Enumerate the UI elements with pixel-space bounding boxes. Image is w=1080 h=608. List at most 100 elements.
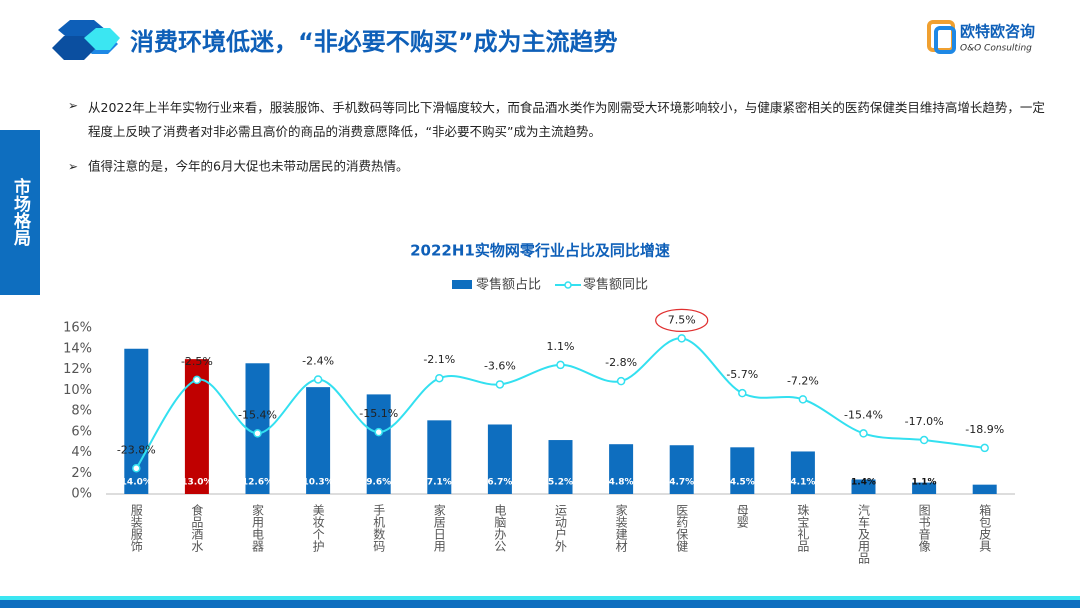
line-label: -5.7% [726,368,758,381]
bar [306,387,331,494]
y-tick-label: 8% [71,404,92,419]
chart-title: 2022H1实物网零行业占比及同比增速 [410,242,670,260]
bar-label: 7.1% [427,478,452,488]
x-tick-label: 母婴 [735,504,749,529]
bullet-marker: ➢ [68,160,78,174]
x-tick-label: 图书音像 [917,504,931,552]
bar-label: 9.6% [366,478,391,488]
bar-label: 6.7% [487,478,512,488]
y-tick-label: 4% [71,445,92,460]
line-marker [374,427,383,437]
line-marker [738,388,747,398]
logo-text: 欧特欧咨询 [960,23,1035,41]
line-marker [859,429,868,438]
x-tick-label: 家装建材 [614,503,628,552]
line-label: -2.8% [605,356,637,369]
slide-title: 消费环境低迷，“非必要不购买”成为主流趋势 [130,28,618,56]
bar [790,451,815,494]
line-label: -2.4% [302,354,334,367]
bar [669,445,694,494]
line-label: -15.4% [844,408,883,421]
bar [972,484,997,494]
x-tick-label: 医药保健 [675,504,689,552]
x-tick-label: 汽车及用品 [857,503,871,564]
x-tick-label: 家用电器 [251,503,265,553]
bar [487,424,512,494]
hexagon [84,28,120,50]
x-tick-label: 服装服饰 [129,504,143,552]
bar-label: 12.6% [242,478,273,488]
line-label: -18.9% [965,423,1004,436]
side-tab [0,130,40,295]
line-marker [192,375,202,385]
legend-label: 零售额占比 [476,277,541,293]
bar [366,394,391,494]
highlight-circle [655,308,709,332]
legend-swatch [564,281,572,289]
line-label: -2.5% [181,355,213,368]
bullet-text: 从2022年上半年实物行业来看，服装服饰、手机数码等同比下滑幅度较大，而食品酒水… [88,100,1045,139]
bar [912,482,937,494]
bullet-box: 从2022年上半年实物行业来看，服装服饰、手机数码等同比下滑幅度较大，而食品酒水… [88,100,1045,139]
x-tick-label: 手机数码 [372,504,386,552]
bar-label: 1.4% [851,478,876,488]
line-label: -3.6% [484,359,516,372]
bar-label: 4.1% [790,478,815,488]
bar-label: 10.3% [302,478,333,488]
line-marker [495,380,505,389]
x-tick-label: 珠宝礼品 [796,504,810,552]
y-tick-label: 10% [63,383,92,398]
line-marker [435,373,444,383]
y-tick-label: 2% [71,466,92,481]
line-label: -2.1% [423,353,455,366]
legend-swatch [452,280,472,289]
bar-label: 13.0% [181,478,212,488]
x-tick-label: 家居日用 [432,503,446,553]
bar-label: 4.7% [669,478,694,488]
line-marker [556,360,565,370]
x-tick-label: 食品酒水 [190,503,204,552]
x-tick-label: 运动户外 [554,504,568,552]
y-tick-label: 14% [63,341,92,356]
bullet-marker: ➢ [68,99,78,113]
line-label: 7.5% [668,313,696,326]
bar-label: 5.2% [548,478,573,488]
y-tick-label: 6% [71,424,92,439]
y-tick-label: 0% [71,487,92,502]
bar [427,420,452,494]
hexagon [52,36,96,60]
bar [730,447,755,494]
line-marker [677,334,686,343]
footer-stripe [0,596,1080,600]
bar [548,440,573,494]
logo-icon [934,26,956,54]
line-marker [798,395,808,404]
line-marker [132,464,141,473]
line-label: -15.4% [238,408,277,421]
line-label: -7.2% [787,374,819,387]
y-tick-label: 12% [63,362,92,377]
footer-stripe [0,600,1080,608]
line-label: -15.1% [359,407,398,420]
line-marker [616,376,626,386]
bar [851,479,876,494]
bar-label: 4.8% [609,478,634,488]
line-label: -17.0% [905,415,944,428]
line-marker [253,429,262,438]
y-tick-label: 16% [63,321,92,336]
legend-label: 零售额同比 [583,277,648,293]
x-tick-label: 电脑办公 [493,504,507,552]
bar-label: 14.0% [121,478,152,488]
bar [609,444,634,494]
x-tick-label: 箱包皮具 [978,503,992,552]
line-label: 1.1% [547,340,575,353]
bar-label: 4.5% [730,478,755,488]
line-label: -23.8% [117,443,156,456]
bar-label: 1.1% [912,478,937,488]
x-tick-label: 美妆个护 [311,504,325,552]
bullet-text: 值得注意的是，今年的6月大促也未带动居民的消费热情。 [88,159,408,174]
logo-subtext: O&O Consulting [960,44,1032,54]
line-marker [919,435,929,445]
